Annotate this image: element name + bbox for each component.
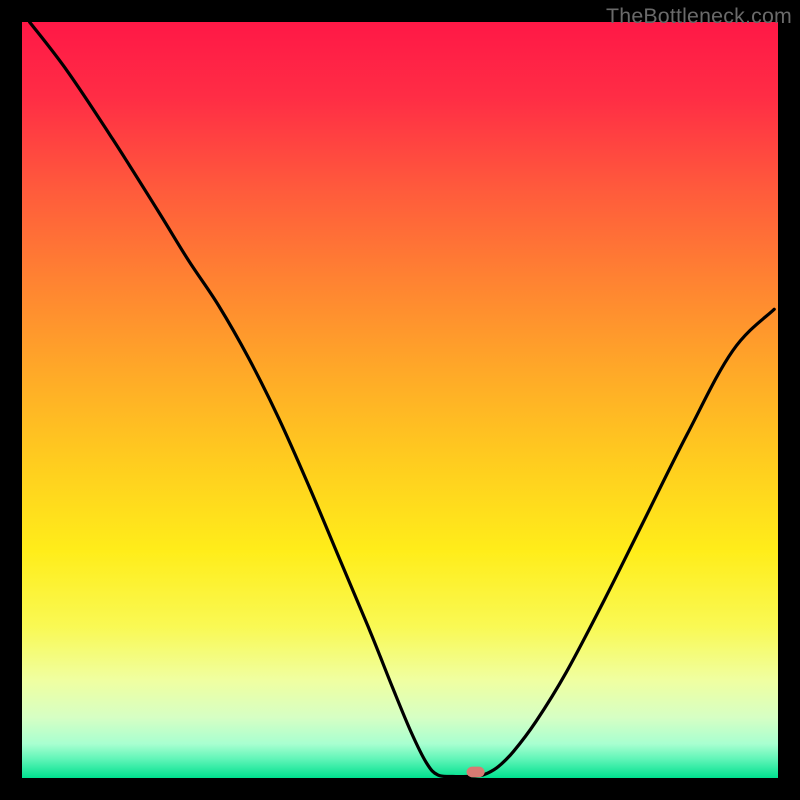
optimal-marker [467, 767, 485, 778]
watermark-text: TheBottleneck.com [606, 4, 792, 29]
chart-stage: TheBottleneck.com [0, 0, 800, 800]
bottleneck-chart [0, 0, 800, 800]
chart-plot-area [22, 22, 778, 778]
